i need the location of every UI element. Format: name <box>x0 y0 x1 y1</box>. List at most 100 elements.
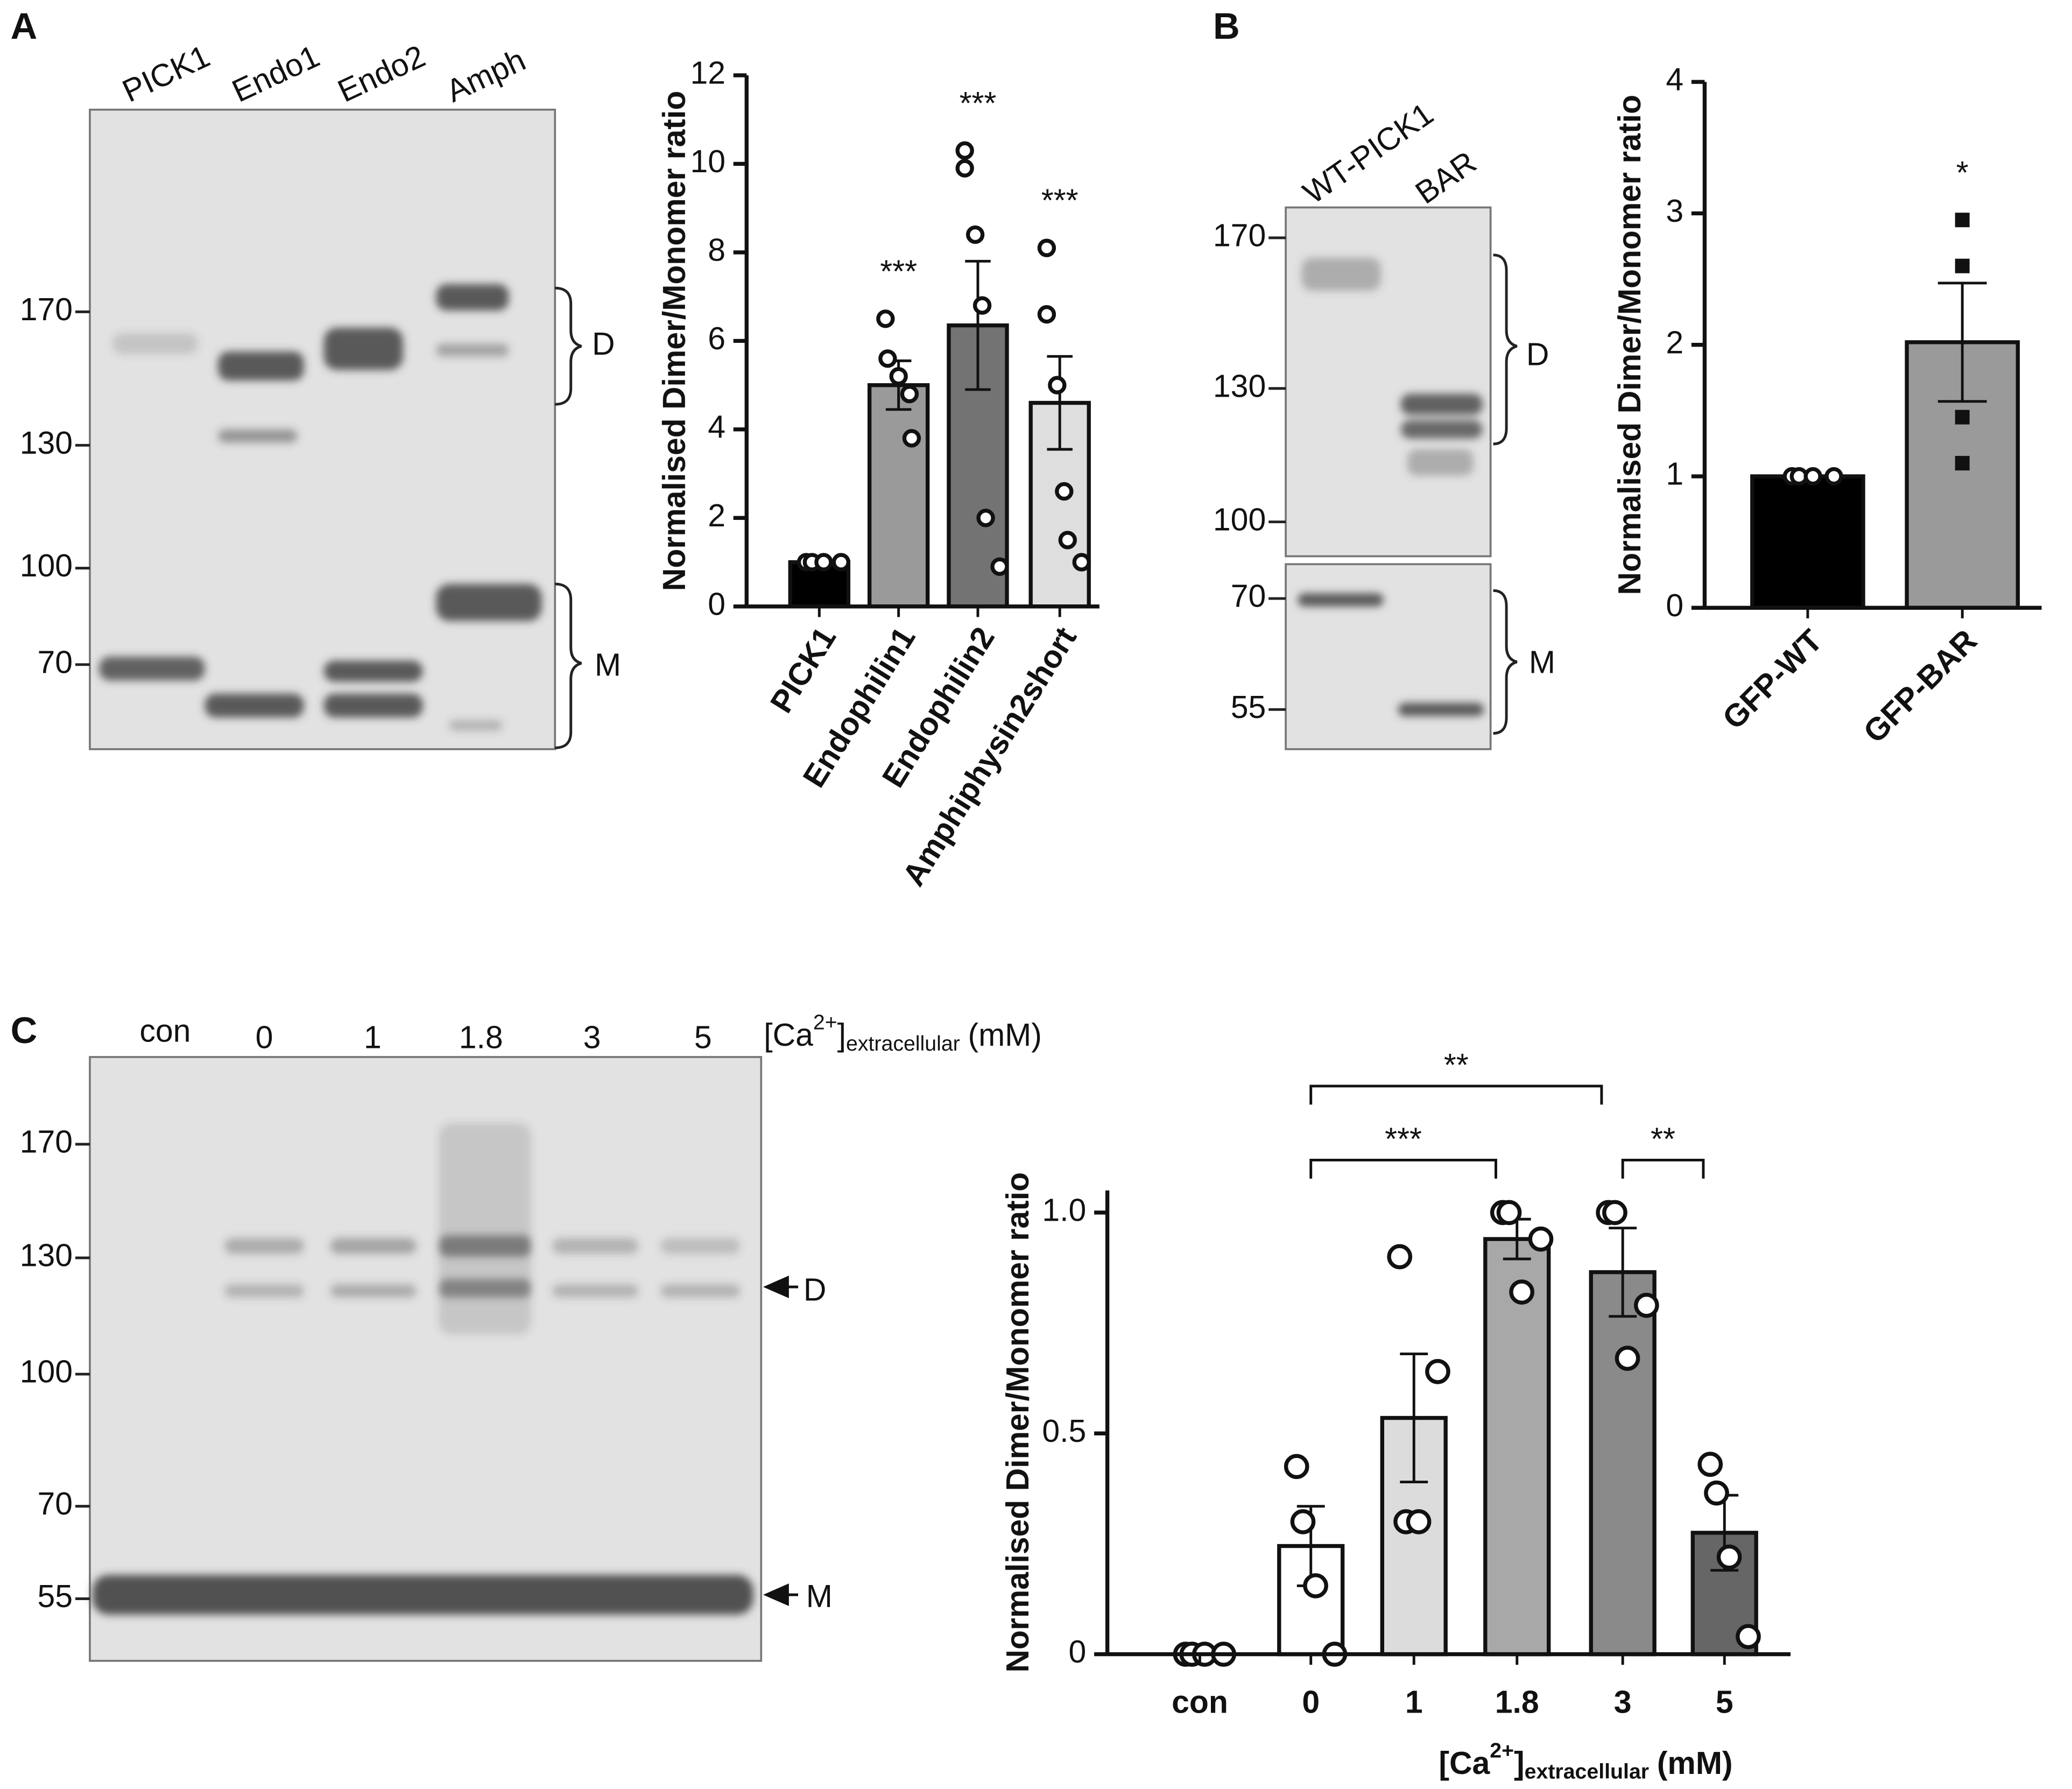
data-point <box>1303 1573 1328 1598</box>
mw-marker: 100 <box>20 1355 73 1390</box>
mw-marker: 130 <box>20 1238 73 1273</box>
significance: *** <box>880 254 917 289</box>
label-part: (mM) <box>1657 1745 1733 1780</box>
bar-chart: 024681012PICK1Endophilin1***Endophilin2*… <box>657 55 1100 892</box>
blot-bands <box>1298 257 1484 716</box>
error-bar <box>1047 355 1073 451</box>
label-part: extracellular <box>846 1032 960 1055</box>
x-tick-label: con <box>1172 1685 1228 1720</box>
mw-marker: 100 <box>1213 502 1266 537</box>
data-point <box>1406 1509 1432 1534</box>
blot-bands <box>92 1123 753 1615</box>
data-point <box>1509 1279 1534 1305</box>
mw-marker: 100 <box>20 548 73 583</box>
y-tick-label: 3 <box>1666 194 1683 229</box>
data-point <box>1055 482 1074 501</box>
data-point <box>1736 1624 1761 1650</box>
y-axis-title: Normalised Dimer/Monomer ratio <box>1612 95 1647 595</box>
y-tick-label: 2 <box>708 498 725 533</box>
label-part: (mM) <box>968 1018 1041 1053</box>
y-axis-title: Normalised Dimer/Monomer ratio <box>1000 1172 1035 1673</box>
panel-label: A <box>11 5 38 47</box>
data-point <box>1037 238 1056 257</box>
significance: * <box>1956 156 1969 191</box>
label-part: ] <box>1514 1745 1525 1780</box>
data-point <box>831 553 851 572</box>
mw-marker: 70 <box>38 645 73 680</box>
data-point <box>1284 1454 1309 1480</box>
y-tick-label: 1.0 <box>1042 1193 1086 1228</box>
blot-membrane <box>89 108 556 750</box>
y-tick-label: 0 <box>708 587 725 622</box>
x-tick-label: GFP-BAR <box>1857 623 1984 750</box>
y-tick-label: 2 <box>1666 325 1683 360</box>
y-axis-title: Normalised Dimer/Monomer ratio <box>657 91 692 591</box>
data-point <box>955 141 974 160</box>
data-point <box>1048 376 1067 395</box>
bar <box>1483 1237 1551 1657</box>
panel-label: B <box>1213 5 1240 47</box>
blot-b: WT-PICK1 BAR 170 130 100 70 55 D M <box>1213 96 1555 750</box>
mw-ticks <box>75 310 90 666</box>
lane-label: 3 <box>583 1020 601 1055</box>
data-point <box>955 159 974 178</box>
band-label: D <box>804 1273 827 1308</box>
significance-bracket <box>1621 1158 1705 1179</box>
data-point <box>900 384 919 404</box>
band-label: D <box>592 327 615 362</box>
lane-label: 5 <box>694 1020 712 1055</box>
bar <box>1750 474 1865 610</box>
data-point <box>965 225 985 244</box>
data-point <box>1704 1480 1729 1506</box>
bracket <box>555 286 582 406</box>
y-tick-label: 10 <box>690 144 725 179</box>
y-tick-label: 4 <box>708 410 725 445</box>
data-point <box>1955 258 1970 273</box>
significance-bracket <box>1309 1084 1603 1105</box>
mw-marker: 55 <box>38 1579 73 1614</box>
lane-label: 1 <box>364 1020 382 1055</box>
band-label: M <box>595 647 621 682</box>
data-point <box>1425 1359 1450 1384</box>
mw-marker: 55 <box>1231 690 1266 725</box>
significance: ** <box>1444 1048 1469 1083</box>
mw-ticks <box>1268 236 1286 711</box>
y-tick-label: 6 <box>708 321 725 356</box>
data-point <box>1697 1452 1723 1477</box>
y-tick-label: 0 <box>1666 588 1683 623</box>
mw-marker: 130 <box>1213 369 1266 404</box>
data-point <box>1058 531 1077 550</box>
bar-chart: 0 0.5 1.0 con 0 1 1.8 3 5 Normalised Dimer/Monome… <box>1000 1048 1791 1784</box>
y-tick-label: 0.5 <box>1042 1414 1086 1449</box>
data-point <box>1072 553 1091 572</box>
significance: *** <box>1041 184 1079 219</box>
error-bar <box>965 259 991 391</box>
x-tick-label: PICK1 <box>764 621 843 719</box>
y-tick-label: 0 <box>1069 1635 1087 1670</box>
lane-label: PICK1 <box>117 39 215 109</box>
x-tick-label: 1 <box>1405 1685 1423 1720</box>
condition-label: [Ca2+]extracellular (mM) <box>764 1011 1042 1055</box>
bracket <box>555 582 582 749</box>
band-label: D <box>1526 337 1549 372</box>
data-point <box>1528 1226 1554 1252</box>
band-label: M <box>806 1579 833 1614</box>
mw-ticks <box>75 1143 90 1600</box>
x-tick-label: GFP-WT <box>1716 623 1829 736</box>
x-tick-label: 3 <box>1614 1685 1632 1720</box>
bar-chart: 0 1 2 3 4 GFP-WT GFP-BAR * Normalised Dimer/Mono… <box>1612 62 2042 750</box>
y-tick-label: 4 <box>1666 62 1683 97</box>
error-bar <box>1937 281 1987 403</box>
x-tick-label: 0 <box>1302 1685 1320 1720</box>
y-tick-label: 1 <box>1666 457 1683 492</box>
data-point <box>1803 467 1822 486</box>
mw-marker: 170 <box>20 292 73 327</box>
label-part: 2+ <box>1490 1739 1514 1763</box>
significance-bracket <box>1309 1158 1497 1179</box>
x-tick-label: 1.8 <box>1495 1685 1539 1720</box>
label-part: ] <box>837 1018 846 1053</box>
y-tick-label: 8 <box>708 233 725 267</box>
blot-a: PICK1 Endo1 Endo2 Amph 170 130 100 70 D … <box>20 39 621 750</box>
data-point <box>1037 305 1056 324</box>
